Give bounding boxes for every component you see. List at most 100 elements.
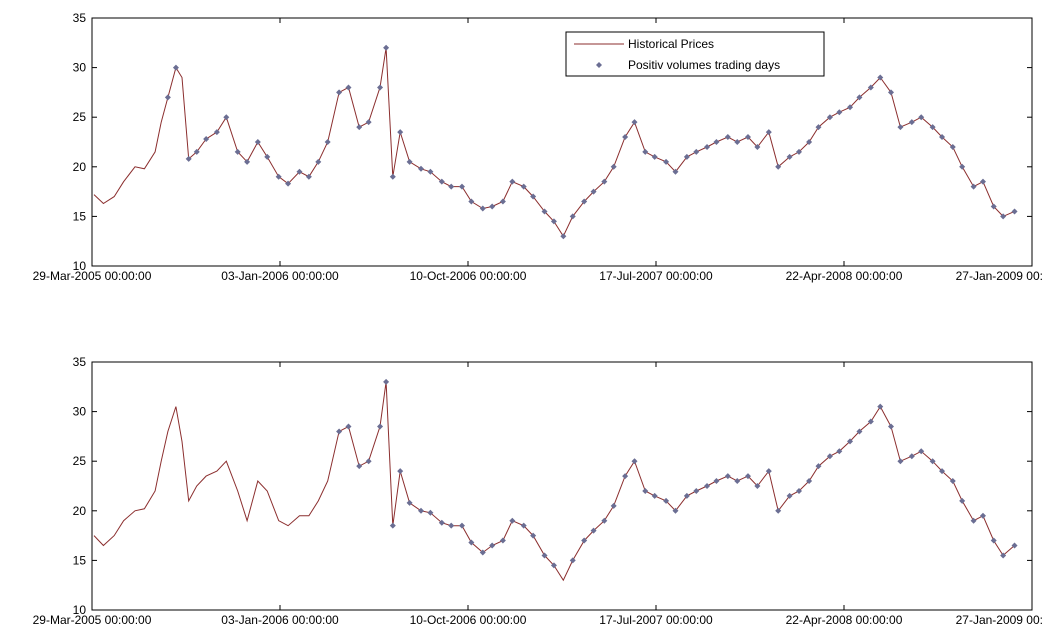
top-volume-marker	[438, 178, 445, 185]
top-volume-marker	[448, 183, 455, 190]
bottom-volume-marker	[406, 499, 413, 506]
top-volume-marker	[193, 148, 200, 155]
top-volume-marker	[786, 153, 793, 160]
bottom-volume-marker	[397, 468, 404, 475]
bottom-volume-marker	[541, 552, 548, 559]
bottom-volume-marker	[704, 483, 711, 489]
bottom-volume-marker	[734, 478, 741, 485]
bottom-volume-marker	[479, 549, 486, 556]
top-volume-marker	[897, 124, 904, 131]
bottom-volume-marker	[939, 468, 946, 475]
top-volume-marker	[610, 163, 617, 170]
top-volume-marker	[949, 143, 956, 150]
top-volume-marker	[315, 158, 322, 165]
top-y-tick-label: 35	[73, 11, 87, 25]
top-volume-marker	[296, 168, 303, 175]
top-volume-marker	[427, 168, 434, 175]
bottom-x-axis: 29-Mar-2005 00:00:00 03-Jan-2006 00:00:00…	[33, 362, 1043, 627]
bottom-volume-marker	[468, 539, 475, 546]
top-volume-marker	[693, 148, 700, 155]
top-volume-marker	[590, 188, 597, 195]
top-volume-marker	[734, 139, 741, 145]
top-volume-marker	[305, 173, 312, 180]
bottom-volume-marker	[509, 517, 516, 524]
top-volume-marker	[929, 124, 936, 131]
top-volume-marker	[203, 136, 210, 143]
bottom-volume-marker	[970, 517, 977, 524]
top-x-axis: 29-Mar-2005 00:00:00 03-Jan-2006 00:00:00…	[33, 18, 1043, 283]
top-volume-marker	[509, 178, 516, 185]
top-y-tick-label: 25	[73, 110, 87, 124]
top-volume-marker	[223, 114, 230, 121]
bottom-volume-marker	[336, 428, 343, 435]
bottom-volume-marker	[826, 453, 833, 460]
top-volume-marker	[264, 153, 271, 160]
bottom-volume-marker	[775, 507, 782, 514]
bottom-axes-box	[91, 361, 1033, 611]
top-volume-marker	[489, 203, 496, 210]
top-volume-marker	[877, 74, 884, 81]
top-volume-marker	[806, 139, 813, 145]
bottom-volume-marker	[427, 509, 434, 516]
bottom-volume-marker	[713, 478, 720, 485]
top-x-tick-label: 10-Oct-2006 00:00:00	[410, 269, 527, 283]
top-y-tick-label: 15	[73, 209, 87, 223]
top-x-tick-label: 29-Mar-2005 00:00:00	[33, 269, 152, 283]
bottom-volume-marker	[672, 507, 679, 514]
top-volume-marker	[713, 139, 720, 145]
bottom-volume-marker	[489, 542, 496, 549]
top-volume-marker	[365, 119, 372, 126]
top-volume-marker	[356, 124, 363, 131]
bottom-volume-marker	[724, 473, 731, 480]
bottom-volume-marker	[765, 468, 772, 475]
bottom-volume-marker	[806, 478, 813, 485]
top-volume-marker	[560, 233, 567, 240]
bottom-volume-marker	[550, 562, 557, 569]
top-volume-marker	[397, 129, 404, 136]
top-volume-marker	[672, 168, 679, 175]
top-volume-marker	[826, 114, 833, 121]
top-y-tick-label: 20	[73, 160, 87, 174]
bottom-x-tick-label: 17-Jul-2007 00:00:00	[599, 613, 713, 627]
bottom-volume-marker	[590, 527, 597, 534]
bottom-volume-marker	[847, 438, 854, 445]
bottom-volume-marker	[836, 448, 843, 455]
top-axes-box	[91, 17, 1033, 267]
top-volume-marker	[1000, 213, 1007, 220]
bottom-volume-marker	[365, 458, 372, 465]
bottom-volume-marker	[856, 428, 863, 435]
bottom-volume-marker	[389, 522, 396, 529]
top-volume-marker	[631, 119, 638, 126]
bottom-y-axis: 10 15 20 25 30 35	[73, 355, 1032, 617]
top-volume-marker	[622, 134, 629, 141]
bottom-x-tick-label: 22-Apr-2008 00:00:00	[786, 613, 903, 627]
top-volume-marker	[285, 180, 292, 187]
bottom-volume-marker	[383, 378, 390, 385]
bottom-historical-prices-line	[93, 381, 1015, 582]
bottom-positive-volume-markers	[336, 378, 1018, 569]
top-volume-marker	[704, 143, 711, 150]
legend-box	[565, 31, 825, 77]
top-y-tick-label: 10	[73, 259, 87, 273]
top-y-axis: 10 15 20 25 30 35	[73, 11, 1032, 273]
top-volume-marker	[888, 89, 894, 96]
top-volume-marker	[383, 44, 390, 51]
top-volume-marker	[520, 183, 527, 190]
bottom-volume-marker	[418, 507, 424, 514]
top-volume-marker	[377, 84, 384, 91]
bottom-volume-marker	[499, 537, 506, 544]
top-x-tick-label: 17-Jul-2007 00:00:00	[599, 269, 713, 283]
bottom-x-tick-label: 03-Jan-2006 00:00:00	[221, 613, 339, 627]
bottom-volume-marker	[908, 453, 915, 460]
bottom-volume-marker	[569, 557, 576, 564]
top-x-tick-label: 22-Apr-2008 00:00:00	[786, 269, 903, 283]
top-volume-marker	[336, 89, 343, 96]
bottom-volume-marker	[959, 497, 966, 504]
bottom-volume-marker	[796, 487, 803, 494]
bottom-volume-marker	[530, 532, 537, 539]
bottom-y-tick-label: 35	[73, 355, 87, 369]
bottom-volume-marker	[622, 473, 629, 480]
top-volume-marker	[1011, 208, 1018, 215]
top-volume-marker	[796, 148, 803, 155]
top-volume-marker	[754, 143, 761, 150]
